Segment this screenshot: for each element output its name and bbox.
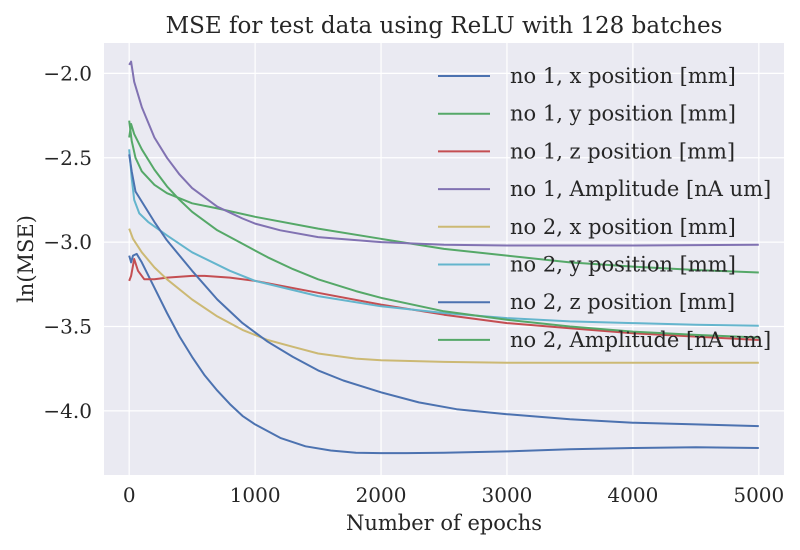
plot-area (104, 43, 784, 475)
series-line (128, 228, 759, 364)
tick-labels: 0 1000 2000 3000 4000 5000 −2.0 −2.5 −3.0 −3.5 −4.… (43, 61, 784, 507)
grid-lines (104, 43, 784, 475)
legend-label: no 2, y position [mm] (510, 253, 736, 277)
x-tick-label: 5000 (733, 483, 784, 507)
y-tick-label: −2.5 (43, 146, 92, 170)
legend-label: no 2, x position [mm] (510, 215, 736, 239)
x-tick-label: 0 (123, 483, 136, 507)
legend-label: no 1, x position [mm] (510, 64, 736, 88)
series-line (128, 123, 759, 339)
chart-title: MSE for test data using ReLU with 128 ba… (166, 13, 723, 39)
legend-label: no 1, Amplitude [nA um] (510, 177, 771, 201)
y-tick-label: −4.0 (43, 399, 92, 423)
y-tick-label: −2.0 (43, 61, 92, 85)
legend-label: no 1, y position [mm] (510, 102, 736, 126)
series-line (128, 149, 759, 327)
x-tick-label: 2000 (356, 483, 407, 507)
series-line (128, 258, 759, 341)
x-tick-label: 4000 (607, 483, 658, 507)
x-tick-label: 3000 (482, 483, 533, 507)
series-line (128, 252, 759, 455)
legend-label: no 2, z position [mm] (510, 290, 735, 314)
y-tick-label: −3.0 (43, 230, 92, 254)
legend-label: no 1, z position [mm] (510, 139, 735, 163)
series-line (128, 154, 759, 428)
series-lines (128, 60, 759, 455)
series-line (128, 120, 759, 274)
series-line (128, 60, 759, 247)
x-tick-label: 1000 (230, 483, 281, 507)
y-axis-title: ln(MSE) (14, 215, 38, 303)
legend: no 1, x position [mm] no 1, y position [m… (438, 64, 771, 352)
x-axis-title: Number of epochs (346, 511, 542, 535)
y-tick-label: −3.5 (43, 315, 92, 339)
legend-label: no 2, Amplitude [nA um] (510, 328, 771, 352)
